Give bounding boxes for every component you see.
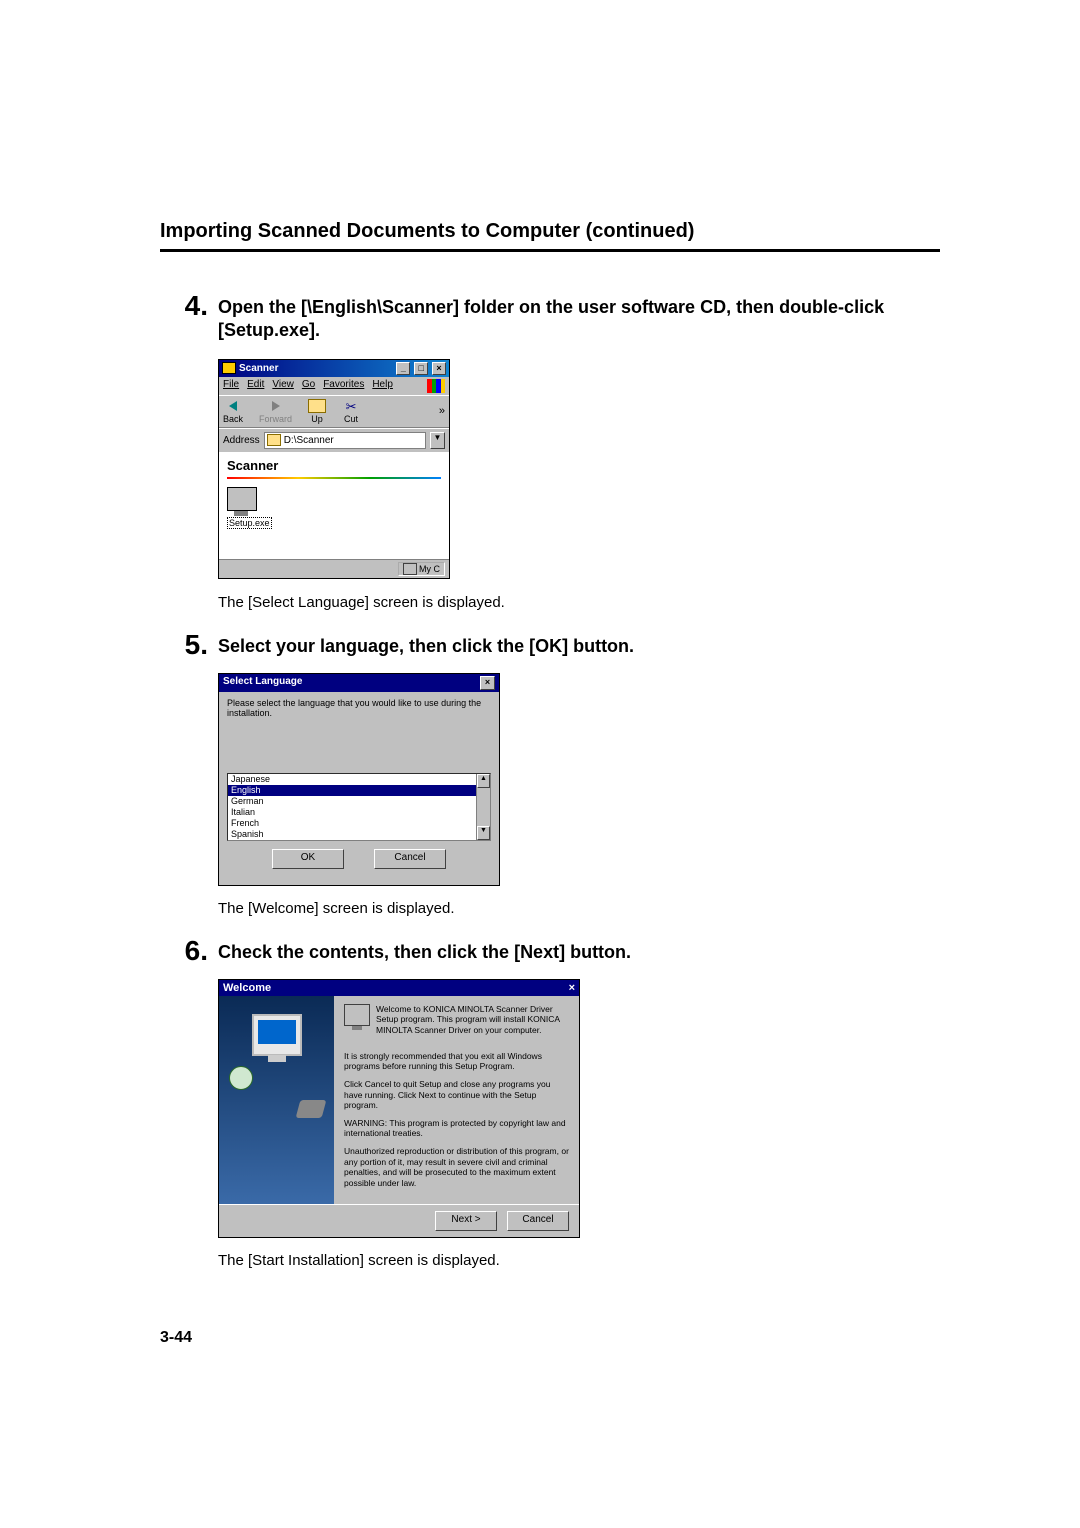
window-buttons: _ □ × <box>395 362 446 375</box>
setup-file[interactable]: Setup.exe <box>227 487 277 529</box>
step-text: Check the contents, then click the [Next… <box>218 937 631 964</box>
content-header: Scanner <box>227 458 441 473</box>
address-label: Address <box>223 435 260 446</box>
welcome-text: WARNING: This program is protected by co… <box>344 1118 569 1139</box>
menu-file[interactable]: File <box>223 379 239 393</box>
menu-go[interactable]: Go <box>302 379 315 393</box>
select-language-dialog: Select Language × Please select the lang… <box>218 673 500 886</box>
address-bar: Address D:\Scanner ▼ <box>219 428 449 452</box>
disk-icon <box>296 1100 327 1118</box>
step-number: 5. <box>160 631 218 659</box>
step4-caption: The [Select Language] screen is displaye… <box>218 594 940 611</box>
window-titlebar: Scanner _ □ × <box>219 360 449 377</box>
dialog-prompt: Please select the language that you woul… <box>227 698 491 718</box>
step-number: 6. <box>160 937 218 965</box>
document-page: Importing Scanned Documents to Computer … <box>0 0 1080 1427</box>
step-4: 4. Open the [\English\Scanner] folder on… <box>160 292 940 343</box>
step-number: 4. <box>160 292 218 320</box>
folder-icon <box>267 434 281 446</box>
menu-view[interactable]: View <box>272 379 294 393</box>
ok-button[interactable]: OK <box>272 849 344 869</box>
toolbar-more[interactable]: » <box>439 405 445 417</box>
list-item[interactable]: French <box>228 818 490 829</box>
welcome-text: Welcome to KONICA MINOLTA Scanner Driver… <box>376 1004 569 1036</box>
list-item[interactable]: German <box>228 796 490 807</box>
toolbar: Back Forward Up ✂Cut » <box>219 395 449 428</box>
dialog-title: Welcome <box>223 982 271 994</box>
scanner-explorer-window: Scanner _ □ × File Edit View Go Favorite… <box>218 359 450 579</box>
page-number: 3-44 <box>160 1329 940 1347</box>
folder-content: Scanner Setup.exe <box>219 452 449 559</box>
setup-icon <box>344 1004 370 1026</box>
title-rule <box>160 249 940 252</box>
step6-caption: The [Start Installation] screen is displ… <box>218 1252 940 1269</box>
welcome-dialog: Welcome × Welcome to KONICA MINOLTA Scan… <box>218 979 580 1238</box>
forward-button: Forward <box>259 399 292 424</box>
menu-favorites[interactable]: Favorites <box>323 379 364 393</box>
list-item[interactable]: Japanese <box>228 774 490 785</box>
step4-body: Scanner _ □ × File Edit View Go Favorite… <box>218 347 940 611</box>
list-item[interactable]: Italian <box>228 807 490 818</box>
cancel-button[interactable]: Cancel <box>374 849 446 869</box>
window-title: Scanner <box>239 363 278 374</box>
cancel-button[interactable]: Cancel <box>507 1211 569 1231</box>
address-field[interactable]: D:\Scanner <box>264 432 426 449</box>
welcome-text: Click Cancel to quit Setup and close any… <box>344 1079 569 1111</box>
minimize-button[interactable]: _ <box>396 362 410 375</box>
list-item[interactable]: English <box>228 785 490 796</box>
address-value: D:\Scanner <box>284 435 334 446</box>
menu-help[interactable]: Help <box>372 379 393 393</box>
close-button[interactable]: × <box>480 676 495 690</box>
status-text: My C <box>419 564 440 574</box>
language-listbox[interactable]: Japanese English German Italian French S… <box>227 773 491 841</box>
dialog-titlebar: Welcome × <box>219 980 579 996</box>
welcome-text: It is strongly recommended that you exit… <box>344 1051 569 1072</box>
windows-flag-icon <box>427 379 445 393</box>
close-button[interactable]: × <box>432 362 446 375</box>
address-dropdown[interactable]: ▼ <box>430 432 445 449</box>
step-6: 6. Check the contents, then click the [N… <box>160 937 940 965</box>
up-button[interactable]: Up <box>308 399 326 424</box>
step5-body: Select Language × Please select the lang… <box>218 663 940 917</box>
page-title: Importing Scanned Documents to Computer … <box>160 220 940 243</box>
maximize-button[interactable]: □ <box>414 362 428 375</box>
scrollbar[interactable]: ▲ ▼ <box>476 774 490 840</box>
step-text: Open the [\English\Scanner] folder on th… <box>218 292 940 343</box>
dialog-titlebar: Select Language × <box>219 674 499 692</box>
rainbow-divider <box>227 477 441 479</box>
computer-icon <box>403 563 417 575</box>
monitor-icon <box>252 1014 302 1056</box>
status-bar: My C <box>219 559 449 578</box>
menu-edit[interactable]: Edit <box>247 379 264 393</box>
dialog-title: Select Language <box>223 676 302 690</box>
step-text: Select your language, then click the [OK… <box>218 631 634 658</box>
wizard-main: Welcome to KONICA MINOLTA Scanner Driver… <box>334 996 579 1204</box>
step6-body: Welcome × Welcome to KONICA MINOLTA Scan… <box>218 969 940 1269</box>
scroll-up[interactable]: ▲ <box>477 774 490 788</box>
scroll-down[interactable]: ▼ <box>477 826 490 840</box>
cut-button[interactable]: ✂Cut <box>342 399 360 424</box>
globe-icon <box>229 1066 253 1090</box>
back-button[interactable]: Back <box>223 399 243 424</box>
setup-icon <box>227 487 257 511</box>
file-label: Setup.exe <box>227 517 272 529</box>
menu-bar: File Edit View Go Favorites Help <box>219 377 449 395</box>
next-button[interactable]: Next > <box>435 1211 497 1231</box>
folder-icon <box>222 362 236 374</box>
wizard-sidebar <box>219 996 334 1204</box>
step-5: 5. Select your language, then click the … <box>160 631 940 659</box>
welcome-text: Unauthorized reproduction or distributio… <box>344 1146 569 1189</box>
list-item[interactable]: Spanish <box>228 829 490 840</box>
close-button[interactable]: × <box>569 982 575 994</box>
step5-caption: The [Welcome] screen is displayed. <box>218 900 940 917</box>
